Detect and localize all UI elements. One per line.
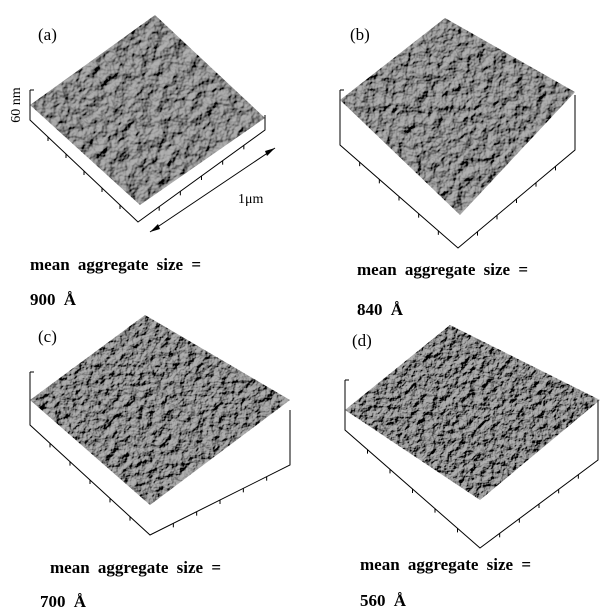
afm-surface [345,325,600,500]
width-label: 1μm [238,192,264,207]
panel-label: (a) [38,25,57,44]
height-label: 60 nm [9,87,24,123]
figure: (a) mean aggregate size = 900 Å 60 nm 1μm (b)… [0,0,605,613]
arrow-head [265,148,275,156]
afm-panel: (a) mean aggregate size = 900 Å 60 nm 1μm [9,15,275,309]
panel-label: (d) [352,331,372,350]
caption: mean aggregate size = [360,555,531,574]
caption: mean aggregate size = [30,255,201,274]
afm-surface [30,315,290,505]
caption: mean aggregate size = [357,260,528,279]
panel-label: (c) [38,327,57,346]
afm-surface [30,15,265,205]
panel-label: (b) [350,25,370,44]
aggregate-size: 700 Å [40,592,87,611]
afm-panel: (d) mean aggregate size = 560 Å [345,325,600,610]
afm-surface [340,18,575,215]
caption: mean aggregate size = [50,558,221,577]
aggregate-size: 560 Å [360,591,407,610]
arrow-head [150,224,160,232]
afm-panel: (c) mean aggregate size = 700 Å [30,315,290,611]
aggregate-size: 900 Å [30,290,77,309]
aggregate-size: 840 Å [357,300,404,319]
afm-panel: (b) mean aggregate size = 840 Å [340,18,575,319]
